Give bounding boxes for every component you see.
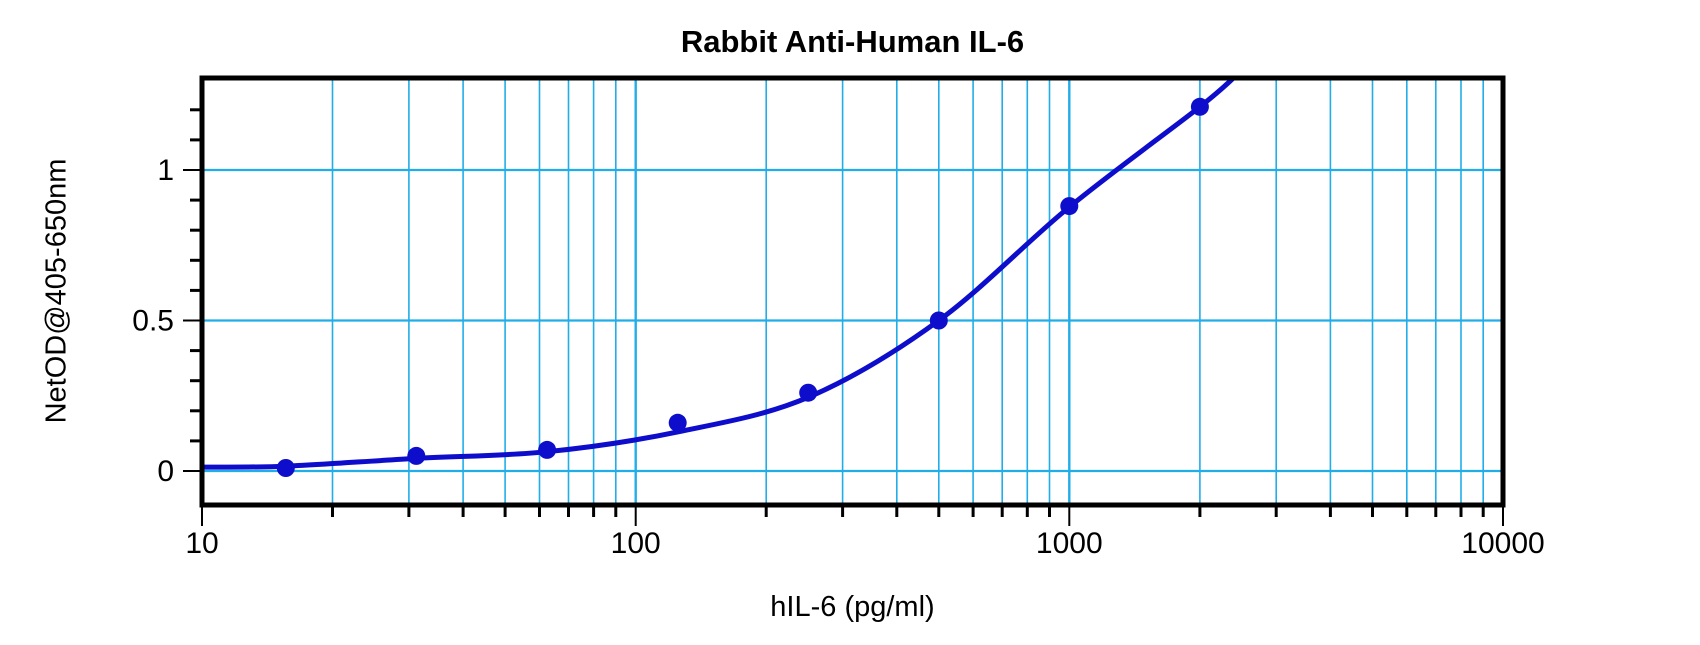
- y-tick-label: 0: [157, 455, 174, 488]
- fit-curve: [204, 80, 1235, 470]
- plot-border: [199, 75, 1506, 508]
- y-tick-label: 1: [157, 154, 174, 187]
- x-axis-title: hIL-6 (pg/ml): [770, 591, 935, 623]
- data-point: [1060, 197, 1079, 216]
- x-tick-label: 10: [185, 527, 218, 560]
- data-point: [1190, 97, 1209, 116]
- x-tick-label: 100: [611, 527, 661, 560]
- chart-title: Rabbit Anti-Human IL-6: [680, 24, 1025, 59]
- data-point: [929, 311, 948, 330]
- grid-lines: [204, 80, 1501, 503]
- y-axis: 00.51: [132, 108, 200, 488]
- y-tick-label: 0.5: [132, 305, 174, 338]
- y-axis-title: NetOD@405-650nm: [40, 158, 73, 424]
- x-tick-label: 1000: [1036, 527, 1103, 560]
- data-point: [407, 446, 426, 465]
- x-tick-label: 10000: [1461, 527, 1544, 560]
- data-point: [538, 440, 557, 459]
- data-point: [276, 459, 295, 477]
- data-point: [668, 413, 687, 432]
- x-axis: 10 100 1000 10000: [185, 507, 1545, 560]
- data-point: [799, 383, 818, 402]
- data-points: [276, 97, 1209, 477]
